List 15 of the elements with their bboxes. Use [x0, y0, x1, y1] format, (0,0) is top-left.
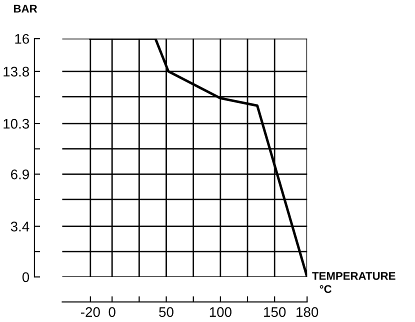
x-tick-label: 150 [264, 307, 286, 317]
x-tick-label: 0 [108, 307, 116, 317]
y-tick-label: 0 [22, 272, 30, 282]
y-tick-label: 16 [15, 34, 29, 44]
y-tick-label: 10.3 [4, 118, 30, 129]
y-tick-label: 3.4 [10, 222, 30, 232]
text: °C [320, 285, 332, 294]
x-tick-label: 180 [296, 307, 318, 317]
x-tick-label: 50 [159, 307, 174, 317]
x-axis-title: TEMPERATURE [312, 272, 396, 280]
y-tick-label: 13.8 [4, 66, 30, 77]
x-tick-label: 100 [210, 307, 232, 317]
y-axis-title: BAR [14, 4, 38, 13]
x-tick-label: -20 [81, 307, 100, 317]
y-tick-label: 6.9 [11, 169, 29, 180]
